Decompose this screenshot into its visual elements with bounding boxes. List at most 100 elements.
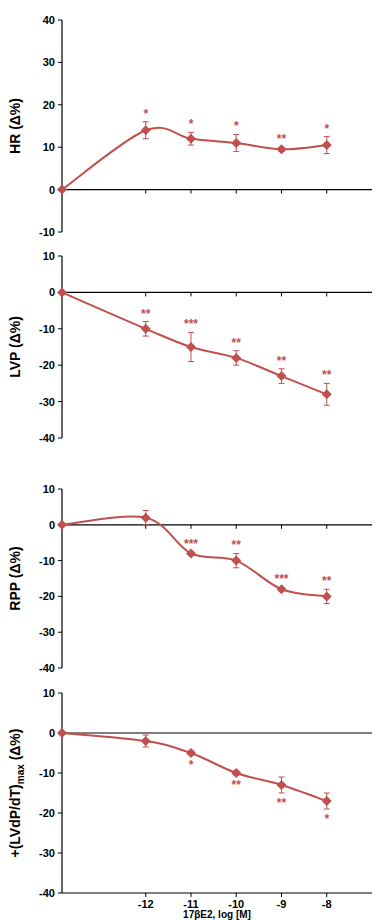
y-tick-label: 10 (43, 483, 55, 495)
marker (141, 736, 151, 746)
significance: *** (184, 317, 198, 331)
y-tick (58, 438, 62, 439)
marker (57, 520, 67, 530)
y-tick-label: -10 (39, 226, 55, 238)
x-axis (62, 892, 372, 893)
significance: ** (232, 778, 242, 792)
y-tick (58, 104, 62, 105)
x-tick (281, 190, 282, 194)
y-tick-label: -40 (39, 662, 55, 674)
x-tick (236, 190, 237, 194)
data-area (57, 287, 332, 405)
y-tick (58, 596, 62, 597)
y-tick-label: 20 (43, 99, 55, 111)
y-axis (61, 256, 62, 438)
significance: * (189, 758, 194, 772)
y-tick-label: -10 (39, 767, 55, 779)
y-tick-label: -30 (39, 396, 55, 408)
marker (141, 125, 151, 135)
significance: * (234, 119, 239, 133)
y-tick-label: 0 (49, 184, 55, 196)
zero-line (62, 292, 372, 293)
y-tick-label: 40 (43, 14, 55, 26)
y-tick-label: -20 (39, 590, 55, 602)
x-tick-label: -9 (277, 898, 287, 910)
panel: -40-30-20-10010-12-11-10-9-817βE2, log [… (7, 687, 372, 920)
y-tick-label: 0 (49, 727, 55, 739)
y-tick (58, 147, 62, 148)
y-tick-label: -10 (39, 555, 55, 567)
y-tick-label: 30 (43, 56, 55, 68)
series-line (62, 516, 327, 596)
marker (276, 780, 286, 790)
marker (322, 140, 332, 150)
marker (186, 748, 196, 758)
x-tick (145, 893, 146, 897)
x-tick (190, 190, 191, 194)
y-tick-label: 0 (49, 519, 55, 531)
y-tick (58, 560, 62, 561)
y-tick (58, 813, 62, 814)
marker (231, 768, 241, 778)
significance: ** (322, 368, 332, 382)
zero-line (62, 189, 372, 190)
y-tick-label: 10 (43, 687, 55, 699)
x-tick (145, 525, 146, 529)
zero-line (62, 524, 372, 525)
x-tick-label: -8 (322, 898, 332, 910)
x-tick (326, 525, 327, 529)
x-tick (145, 190, 146, 194)
marker (57, 728, 67, 738)
marker (231, 556, 241, 566)
y-tick (58, 773, 62, 774)
marker (231, 353, 241, 363)
y-tick-label: -30 (39, 626, 55, 638)
y-axis-label: +(LVdP/dT)max (Δ%) (7, 729, 26, 858)
y-tick (58, 489, 62, 490)
data-area (57, 122, 332, 195)
x-tick (190, 292, 191, 296)
y-tick (58, 401, 62, 402)
zero-line (62, 732, 372, 733)
significance: ** (322, 574, 332, 588)
figure: -10010203040HR (Δ%)******-40-30-20-10010… (0, 0, 377, 920)
y-tick (58, 893, 62, 894)
y-axis (61, 489, 62, 668)
marker (186, 134, 196, 144)
marker (186, 342, 196, 352)
data-area (57, 510, 332, 603)
x-tick (145, 292, 146, 296)
x-tick (190, 525, 191, 529)
series-line (62, 292, 327, 394)
y-tick (58, 693, 62, 694)
significance: ** (232, 538, 242, 552)
x-tick-label: -12 (138, 898, 154, 910)
y-axis-label: RPP (Δ%) (7, 546, 23, 610)
marker (231, 138, 241, 148)
marker (141, 324, 151, 334)
series-line (62, 128, 327, 190)
x-tick (281, 525, 282, 529)
significance: ** (277, 354, 287, 368)
y-tick (58, 232, 62, 233)
y-tick-label: -30 (39, 847, 55, 859)
marker (57, 287, 67, 297)
y-tick-label: -40 (39, 887, 55, 899)
panel: -10010203040HR (Δ%)****** (7, 14, 372, 238)
x-tick (236, 893, 237, 897)
y-tick-label: 10 (43, 141, 55, 153)
y-tick-label: -10 (39, 323, 55, 335)
y-tick (58, 632, 62, 633)
y-tick (58, 853, 62, 854)
significance: * (324, 122, 329, 136)
y-tick-label: -20 (39, 807, 55, 819)
y-axis-label: HR (Δ%) (7, 98, 23, 154)
y-axis (61, 20, 62, 232)
x-tick (236, 292, 237, 296)
y-tick (58, 328, 62, 329)
y-axis (61, 693, 62, 893)
y-axis-label: LVP (Δ%) (7, 316, 23, 378)
significance: ** (277, 796, 287, 810)
y-tick-label: -20 (39, 359, 55, 371)
y-tick (58, 365, 62, 366)
